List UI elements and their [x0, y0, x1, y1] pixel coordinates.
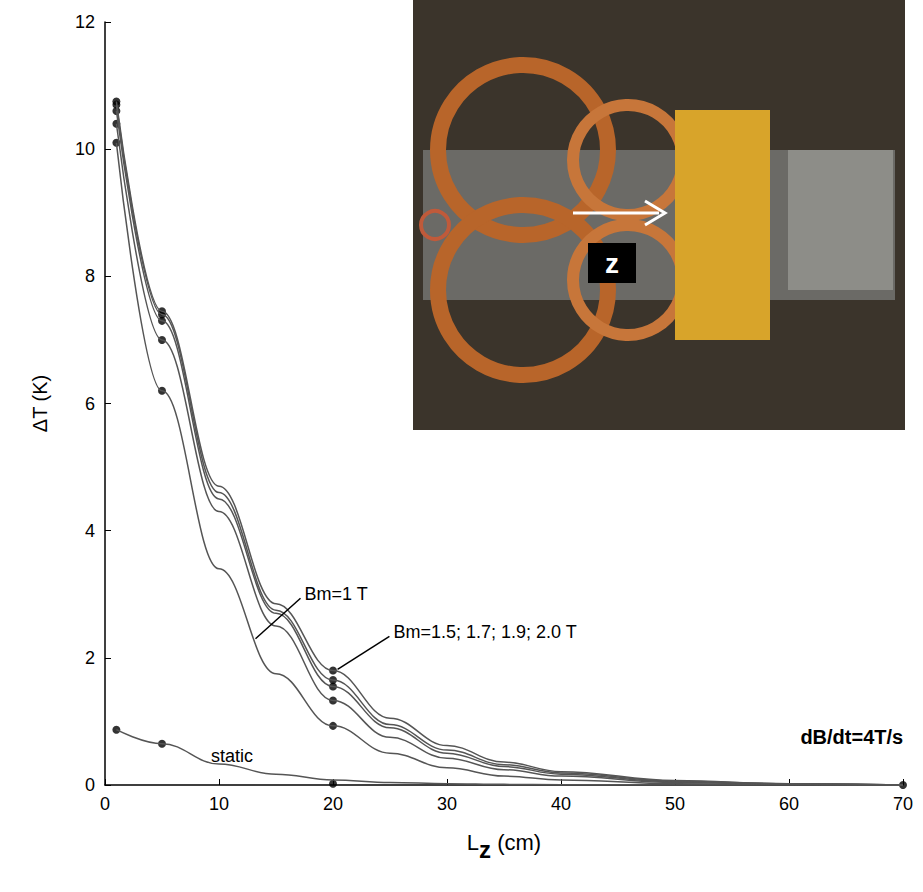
svg-text:Bm=1.5; 1.7; 1.9; 2.0 T: Bm=1.5; 1.7; 1.9; 2.0 T — [393, 622, 576, 642]
svg-text:40: 40 — [551, 794, 571, 814]
svg-text:0: 0 — [100, 794, 110, 814]
svg-text:20: 20 — [323, 794, 343, 814]
svg-text:(cm): (cm) — [491, 830, 541, 855]
svg-text:12: 12 — [75, 12, 95, 32]
svg-text:6: 6 — [85, 394, 95, 414]
svg-text:static: static — [211, 746, 253, 766]
svg-text:4: 4 — [85, 521, 95, 541]
svg-text:50: 50 — [665, 794, 685, 814]
svg-text:Bm=1 T: Bm=1 T — [305, 584, 368, 604]
svg-text:60: 60 — [779, 794, 799, 814]
svg-text:ΔT (K): ΔT (K) — [29, 375, 51, 432]
svg-text:8: 8 — [85, 266, 95, 286]
svg-text:10: 10 — [75, 139, 95, 159]
svg-text:L: L — [467, 830, 479, 855]
svg-text:30: 30 — [437, 794, 457, 814]
svg-text:70: 70 — [893, 794, 913, 814]
svg-text:10: 10 — [209, 794, 229, 814]
svg-text:dB/dt=4T/s: dB/dt=4T/s — [800, 726, 903, 748]
svg-text:0: 0 — [85, 775, 95, 795]
svg-text:z: z — [479, 836, 491, 863]
svg-text:z: z — [605, 248, 619, 279]
svg-text:2: 2 — [85, 648, 95, 668]
